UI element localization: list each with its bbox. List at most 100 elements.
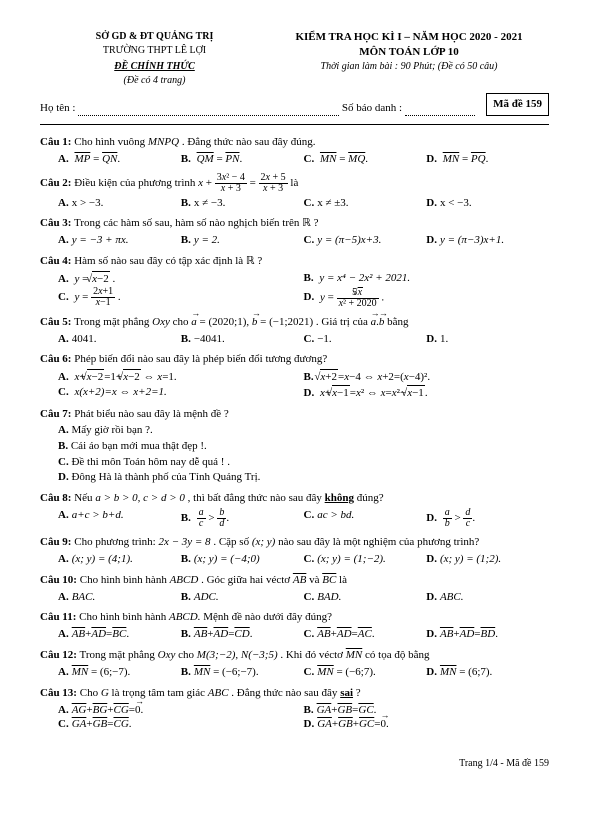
q7-label: Câu 7: xyxy=(40,408,71,420)
q12-pts: M(3;−2), N(−3;5) xyxy=(197,649,278,661)
q10-opts: A.BAC. B.ADC. C.BAD. D.ABC. xyxy=(40,590,549,605)
q5-stemb: cho xyxy=(173,316,192,328)
q7-stem: Phát biểu nào sau đây là mệnh đề ? xyxy=(74,408,229,420)
q5c-lab: C. xyxy=(304,333,315,345)
q7c-lab: C. xyxy=(58,456,69,468)
name-row: Họ tên : Số báo danh : Mã đề 159 xyxy=(40,93,549,116)
q11b-lab: B. xyxy=(181,628,191,640)
q9d-lab: D. xyxy=(426,553,437,565)
exam-time: Thời gian làm bài : 90 Phút; (Đề có 50 c… xyxy=(269,60,549,74)
q4-stem: Hàm số nào sau đây có tập xác định là ℝ … xyxy=(74,255,262,267)
q11-stemb: Mệnh đề nào dưới đây đúng? xyxy=(203,611,332,623)
q5a-lab: A. xyxy=(58,333,69,345)
q8-stemb: , thì bất đẳng thức nào sau đây xyxy=(188,492,325,504)
q10-abcd: ABCD xyxy=(170,574,199,586)
q13c-lab: C. xyxy=(58,718,69,730)
q3b-lab: B. xyxy=(181,234,191,246)
question-7: Câu 7: Phát biểu nào sau đây là mệnh đề … xyxy=(40,407,549,485)
q5-stemc: . Giá trị của xyxy=(316,316,371,328)
question-3: Câu 3: Trong các hàm số sau, hàm số nào … xyxy=(40,216,549,248)
q10b: ADC. xyxy=(194,591,219,603)
q6-label: Câu 6: xyxy=(40,353,71,365)
q7b-lab: B. xyxy=(58,440,68,452)
q2b-lab: B. xyxy=(181,197,191,209)
q9b-lab: B. xyxy=(181,553,191,565)
sbd-label: Số báo danh : xyxy=(342,101,402,116)
q9-label: Câu 9: xyxy=(40,536,71,548)
q4c-lab: C. xyxy=(58,291,69,303)
q13a-lab: A. xyxy=(58,704,69,716)
q11a-lab: A. xyxy=(58,628,69,640)
q2-opts: A.x > −3. B.x ≠ −3. C.x ≠ ±3. D.x < −3. xyxy=(40,196,549,211)
q2-stemend: là xyxy=(290,177,298,189)
q4a-lab: A. xyxy=(58,273,69,285)
q7d: Đông Hà là thành phố của Tỉnh Quảng Trị. xyxy=(71,471,260,483)
q1a-lab: A. xyxy=(58,153,69,165)
q13b-lab: B. xyxy=(304,704,314,716)
question-1: Câu 1: Cho hình vuông MNPQ . Đẳng thức n… xyxy=(40,135,549,167)
q13-g: G xyxy=(101,687,109,699)
q9c-lab: C. xyxy=(304,553,315,565)
q7b: Cái áo bạn mới mua thật đẹp !. xyxy=(71,440,207,452)
q10d: ABC. xyxy=(440,591,464,603)
page-footer: Trang 1/4 - Mã đề 159 xyxy=(40,757,549,771)
q12d-lab: D. xyxy=(426,666,437,678)
sbd-dots xyxy=(405,106,475,116)
q5-stema: Trong mặt phẳng xyxy=(74,316,152,328)
detrang: (Đề có 4 trang) xyxy=(40,74,269,88)
q3d-lab: D. xyxy=(426,234,437,246)
q6c: x(x+2)=x ⇔ x+2=1. xyxy=(74,386,166,398)
q10-stema: Cho hình bình hành xyxy=(80,574,170,586)
q13d-lab: D. xyxy=(304,718,315,730)
header-left: SỞ GD & ĐT QUẢNG TRỊ TRƯỜNG THPT LÊ LỢI … xyxy=(40,30,269,87)
q9-opts: A.(x; y) = (4;1). B.(x; y) = (−4;0) C.(x… xyxy=(40,552,549,567)
q7d-lab: D. xyxy=(58,471,69,483)
q3-stem: Trong các hàm số sau, hàm số nào nghịch … xyxy=(74,217,318,229)
q10-label: Câu 10: xyxy=(40,574,77,586)
dept-label: SỞ GD & ĐT QUẢNG TRỊ xyxy=(40,30,269,44)
q1c-lab: C. xyxy=(304,153,315,165)
q11d-lab: D. xyxy=(426,628,437,640)
q5b: −4041. xyxy=(194,333,225,345)
q1b-lab: B. xyxy=(181,153,191,165)
q13-stemd: ? xyxy=(356,687,361,699)
q11-abcd: ABCD. xyxy=(169,611,200,623)
q9-stemc: nào sau đây là một nghiệm của phương trì… xyxy=(278,536,479,548)
q11-stema: Cho hình bình hành xyxy=(79,611,169,623)
question-4: Câu 4: Hàm số nào sau đây có tập xác địn… xyxy=(40,254,549,309)
question-5: Câu 5: Trong mặt phẳng Oxy cho a = (2020… xyxy=(40,315,549,347)
q3a: y = −3 + πx. xyxy=(72,234,129,246)
q1-opts: A. MP = QN. B. QM = PN. C. MN = MQ. D. M… xyxy=(40,152,549,167)
dechinhthuc: ĐỀ CHÍNH THỨC xyxy=(40,60,269,74)
question-6: Câu 6: Phép biến đổi nào sau đây là phép… xyxy=(40,352,549,401)
q10b-lab: B. xyxy=(181,591,191,603)
q2a: x > −3. xyxy=(72,197,104,209)
q9a: (x; y) = (4;1). xyxy=(72,553,133,565)
q5a: 4041. xyxy=(72,333,97,345)
q1-label: Câu 1: xyxy=(40,136,71,148)
q11-label: Câu 11: xyxy=(40,611,76,623)
q13-stema: Cho xyxy=(80,687,101,699)
q6a-lab: A. xyxy=(58,371,69,383)
q1-stem2: . Đẳng thức nào sau đây đúng. xyxy=(182,136,316,148)
q12-label: Câu 12: xyxy=(40,649,77,661)
q6-stem: Phép biến đổi nào sau đây là phép biến đ… xyxy=(74,353,327,365)
q8-opts: A.a+c > b+d. B. ac > bd. C.ac > bd. D. a… xyxy=(40,508,549,529)
q9-pair: (x; y) xyxy=(252,536,276,548)
q13-stemb: là trọng tâm tam giác xyxy=(112,687,208,699)
q12-stemc: . Khi đó véctơ xyxy=(280,649,345,661)
q2-label: Câu 2: xyxy=(40,177,71,189)
q5d: 1. xyxy=(440,333,448,345)
q1-poly: MNPQ xyxy=(148,136,179,148)
q3c: y = (π−5)x+3. xyxy=(317,234,381,246)
q10d-lab: D. xyxy=(426,591,437,603)
q3a-lab: A. xyxy=(58,234,69,246)
q11c-lab: C. xyxy=(304,628,315,640)
q8-stemc: đúng? xyxy=(357,492,384,504)
q8-label: Câu 8: xyxy=(40,492,71,504)
q3-label: Câu 3: xyxy=(40,217,71,229)
q5d-lab: D. xyxy=(426,333,437,345)
q10-stemb: . Góc giữa hai véctơ xyxy=(201,574,293,586)
q2d-lab: D. xyxy=(426,197,437,209)
q5c: −1. xyxy=(317,333,331,345)
